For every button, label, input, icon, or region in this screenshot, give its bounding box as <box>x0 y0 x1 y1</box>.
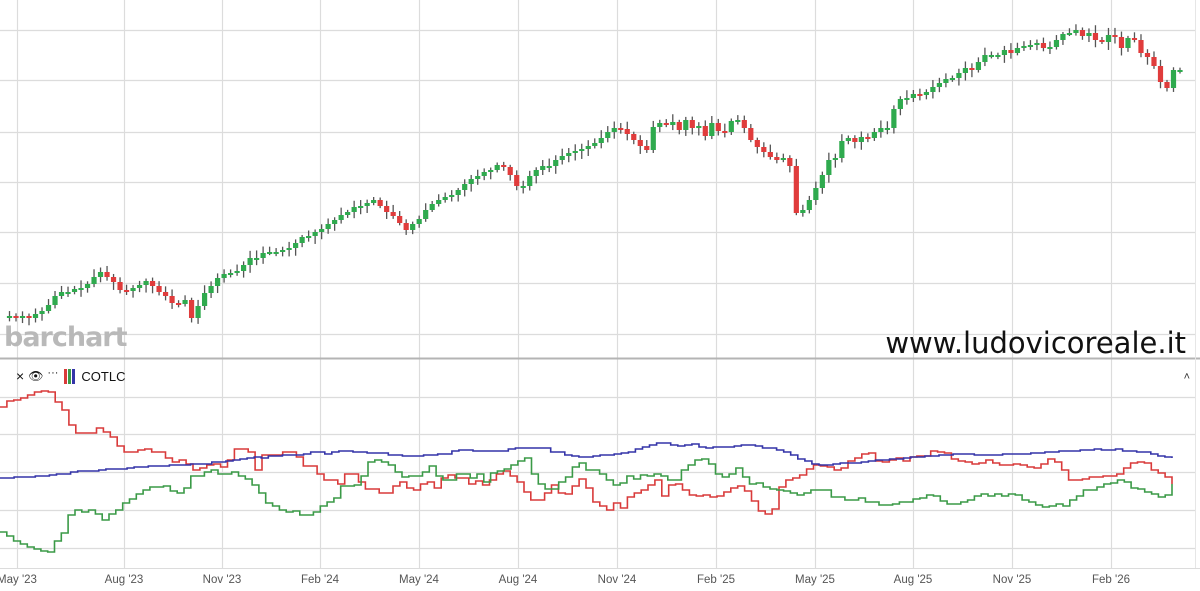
x-axis-label: Nov '25 <box>992 574 1032 586</box>
site-watermark: www.ludovicoreale.it <box>885 326 1186 360</box>
barchart-watermark: barchart <box>4 322 128 353</box>
collapse-pane-icon[interactable]: ˄ <box>1183 371 1190 383</box>
x-axis-label: Aug '25 <box>893 574 933 586</box>
x-axis-label: Feb '25 <box>697 574 735 586</box>
close-icon[interactable]: × <box>16 368 25 384</box>
x-axis-label: Nov '23 <box>202 574 242 586</box>
cot-lines <box>0 390 1173 553</box>
x-axis-label: May '24 <box>399 574 439 586</box>
x-axis-label: Feb '24 <box>301 574 339 586</box>
price-candles <box>6 24 1183 326</box>
indicator-color-swatch-icon <box>64 368 76 384</box>
x-axis-label: Feb '26 <box>1092 574 1130 586</box>
x-axis-label: May '25 <box>795 574 835 586</box>
x-axis-label: Aug '23 <box>104 574 144 586</box>
x-axis-label: Nov '24 <box>597 574 637 586</box>
x-axis-label: Aug '24 <box>498 574 538 586</box>
indicator-name[interactable]: COTLC <box>81 368 126 384</box>
indicator-legend: × 👁 ··· COTLC <box>16 367 126 384</box>
x-axis-label: May '23 <box>0 574 37 586</box>
more-options-icon[interactable]: ··· <box>47 367 59 379</box>
gridlines <box>0 0 1196 568</box>
eye-icon[interactable]: 👁 <box>28 369 44 383</box>
